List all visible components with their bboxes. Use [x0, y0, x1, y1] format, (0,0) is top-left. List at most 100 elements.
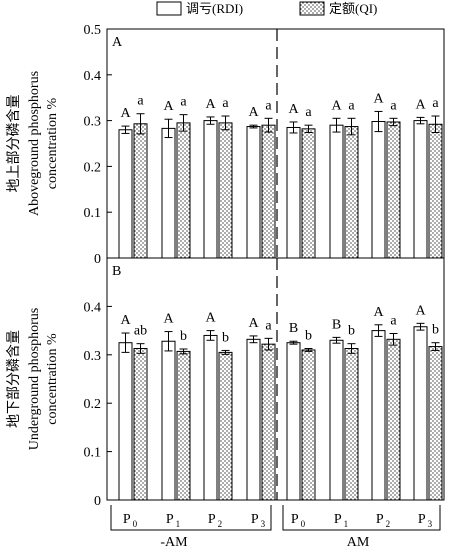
bar-rdi-a — [286, 126, 301, 259]
bar-rdi-a — [371, 121, 386, 259]
y-tick-label-a: 0 — [94, 252, 101, 267]
y-axis-title-a: 地上部分磷含量 — [6, 95, 22, 193]
significance-letter-a: a — [432, 96, 439, 111]
y-tick-label-b: 0.2 — [84, 397, 102, 412]
legend-swatch-qi — [299, 1, 325, 16]
bar-qi-b — [386, 338, 401, 501]
significance-letter-b: a — [265, 318, 272, 333]
bar-rdi-b — [246, 338, 261, 501]
y-tick-label-b: 0.1 — [84, 446, 102, 461]
y-tick-label-b: 0.4 — [84, 300, 102, 315]
bar-rdi-b — [286, 342, 301, 501]
significance-letter-b: A — [163, 312, 174, 327]
significance-letter-a: A — [205, 97, 216, 112]
bar-rdi-b — [371, 330, 386, 501]
significance-letter-b: A — [248, 316, 259, 331]
y-axis-title-b: concentration % — [45, 333, 60, 425]
panel-a-aboveground: 0 0.1 0.2 0.3 0.4 0.5 A 地上部分磷含量 Aboveground phos… — [6, 23, 445, 267]
y-tick-label-a: 0.4 — [84, 69, 102, 84]
significance-letter-b: A — [415, 303, 426, 318]
bar-rdi-a — [329, 124, 344, 259]
bar-rdi-b — [329, 339, 344, 501]
bar-qi-b — [218, 351, 233, 501]
significance-letter-b: b — [180, 329, 187, 344]
y-tick-label-a: 0.3 — [84, 115, 102, 130]
significance-letter-a: A — [248, 105, 259, 120]
bar-qi-b — [428, 346, 443, 501]
significance-letter-b: A — [120, 313, 131, 328]
group-bracket — [110, 505, 272, 531]
significance-letter-b: B — [332, 317, 341, 332]
significance-letter-b: A — [205, 311, 216, 326]
y-axis-title-b: 地下部分磷含量 — [6, 330, 22, 428]
bar-qi-a — [301, 128, 316, 259]
group-label-minus-am: -AM — [160, 535, 188, 549]
panel-b-underground: 0 0.1 0.2 0.3 0.4 B 地下部分磷含量 Underground phospho… — [6, 257, 445, 509]
y-tick-label-b: 0.3 — [84, 349, 102, 364]
group-bracket — [282, 505, 441, 531]
y-tick-label-a: 0.2 — [84, 160, 102, 175]
bar-qi-a — [218, 122, 233, 259]
y-axis-title-a: Aboveground phosphorus — [27, 71, 42, 216]
significance-letter-b: A — [373, 305, 384, 320]
group-label-am: AM — [347, 535, 370, 549]
y-tick-label-a: 0.5 — [84, 23, 102, 38]
bar-qi-a — [176, 122, 191, 259]
y-tick-label-a: 0.1 — [84, 206, 102, 221]
legend-swatch-rdi — [156, 1, 182, 16]
significance-letter-a: a — [305, 105, 312, 120]
y-axis-title-b: Underground phosphorus — [27, 308, 42, 450]
bar-rdi-a — [246, 126, 261, 259]
significance-letter-a: A — [163, 99, 174, 114]
significance-letter-a: a — [265, 98, 272, 113]
significance-letter-a: a — [348, 98, 355, 113]
y-tick-label-b: 0 — [94, 494, 101, 509]
bar-qi-a — [133, 123, 148, 259]
significance-letter-a: a — [180, 95, 187, 110]
significance-letter-b: b — [305, 329, 312, 344]
bar-qi-a — [386, 121, 401, 259]
bar-qi-a — [261, 124, 276, 259]
significance-letter-a: A — [120, 106, 131, 121]
bar-rdi-a — [118, 129, 133, 259]
panel-letter-b: B — [112, 264, 121, 279]
bar-rdi-a — [203, 120, 218, 259]
bar-qi-a — [428, 123, 443, 259]
significance-letter-b: a — [390, 314, 397, 329]
panel-letter-a: A — [112, 35, 123, 50]
y-axis-title-a: concentration % — [45, 97, 60, 189]
significance-letter-a: A — [373, 91, 384, 106]
bar-qi-b — [344, 348, 359, 501]
bar-rdi-b — [161, 340, 176, 501]
significance-letter-a: a — [222, 96, 229, 111]
legend: 调亏(RDI) 定额(QI) — [156, 1, 377, 16]
legend-label-qi: 定额(QI) — [329, 1, 377, 16]
significance-letter-b: b — [348, 324, 355, 339]
bar-qi-b — [301, 349, 316, 501]
bar-rdi-b — [413, 326, 428, 501]
bar-rdi-a — [161, 127, 176, 259]
significance-letter-b: b — [222, 330, 229, 345]
bar-qi-b — [133, 348, 148, 501]
bar-qi-a — [344, 126, 359, 259]
bar-qi-b — [261, 343, 276, 501]
bar-rdi-b — [203, 334, 218, 501]
significance-letter-b: b — [432, 323, 439, 338]
significance-letter-a: A — [331, 98, 342, 113]
bar-rdi-a — [413, 120, 428, 259]
significance-letter-a: a — [390, 98, 397, 113]
legend-label-rdi: 调亏(RDI) — [186, 1, 243, 16]
significance-letter-a: A — [415, 97, 426, 112]
bar-rdi-b — [118, 342, 133, 501]
significance-letter-b: B — [289, 321, 298, 336]
significance-letter-b: ab — [134, 324, 147, 339]
significance-letter-a: a — [137, 94, 144, 109]
